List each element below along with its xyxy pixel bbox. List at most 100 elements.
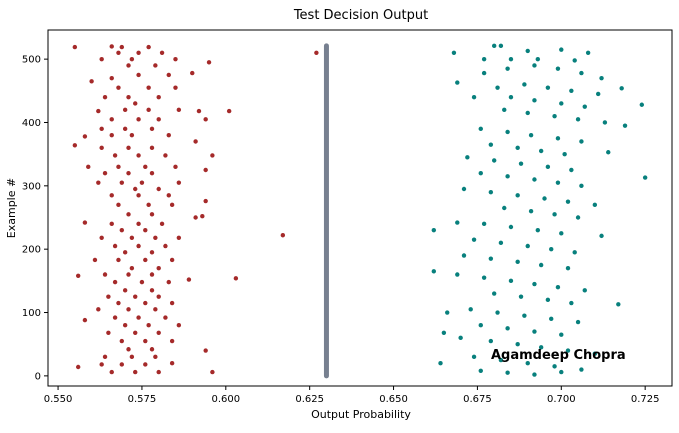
data-point: [532, 98, 537, 103]
data-point: [176, 107, 182, 113]
data-point: [582, 288, 587, 293]
data-point: [498, 357, 504, 363]
data-point: [505, 66, 510, 71]
data-point: [210, 369, 215, 375]
data-point: [438, 360, 443, 366]
data-point: [545, 164, 551, 170]
x-tick-label: 0.725: [631, 394, 660, 405]
data-point: [622, 123, 628, 128]
data-point: [572, 250, 577, 255]
data-point: [532, 329, 537, 334]
data-point: [173, 164, 178, 170]
data-point: [166, 279, 171, 285]
data-point: [153, 307, 158, 312]
x-tick-label: 0.650: [379, 394, 408, 405]
data-point: [75, 273, 81, 278]
data-point: [112, 153, 118, 158]
x-tick-label: 0.625: [295, 394, 324, 405]
data-point: [139, 279, 145, 285]
data-point: [455, 80, 460, 85]
data-point: [102, 272, 108, 277]
data-point: [129, 265, 135, 271]
data-point: [126, 272, 131, 277]
data-point: [572, 58, 577, 63]
data-point: [126, 307, 131, 312]
data-point: [146, 85, 151, 90]
data-point: [535, 227, 541, 233]
data-point: [173, 56, 178, 62]
data-point: [599, 233, 604, 239]
y-axis: 0 100 200 300 400 500: [22, 55, 48, 382]
data-point: [129, 56, 135, 62]
data-point: [502, 205, 507, 211]
data-point: [525, 243, 530, 249]
data-point: [143, 338, 148, 344]
data-point: [559, 47, 564, 52]
x-axis: 0.550 0.575 0.600 0.625 0.650 0.675 0.700 0.725: [44, 386, 660, 405]
y-tick-label: 400: [22, 118, 41, 129]
data-point: [200, 214, 205, 219]
data-point: [431, 269, 437, 274]
data-point: [136, 243, 141, 249]
data-point: [166, 132, 171, 138]
data-point: [196, 108, 202, 114]
data-point: [515, 259, 520, 265]
data-point: [525, 110, 530, 116]
data-point: [569, 88, 574, 94]
data-point: [552, 364, 557, 369]
data-point: [478, 126, 483, 132]
data-point: [122, 322, 128, 328]
data-point: [109, 44, 114, 49]
data-point: [579, 70, 584, 76]
plot-area: [72, 43, 648, 379]
data-point: [96, 108, 101, 114]
data-point: [532, 63, 537, 68]
data-point: [133, 294, 138, 299]
data-point: [136, 72, 141, 78]
data-point: [508, 278, 514, 284]
data-point: [518, 161, 524, 166]
data-point: [116, 164, 121, 170]
data-point: [122, 126, 128, 132]
data-point: [538, 148, 544, 154]
data-point: [535, 56, 541, 62]
data-point: [505, 129, 510, 135]
data-point: [156, 186, 161, 192]
y-tick-label: 300: [22, 181, 41, 192]
data-point: [136, 193, 141, 198]
data-point: [92, 257, 98, 263]
data-point: [136, 221, 141, 227]
data-point: [86, 164, 91, 170]
data-point: [515, 193, 520, 198]
data-point: [455, 220, 460, 225]
data-point: [169, 202, 175, 208]
data-point: [542, 196, 547, 201]
data-point: [619, 86, 624, 91]
data-point: [146, 202, 151, 208]
data-point: [126, 94, 131, 100]
data-point: [565, 199, 571, 204]
data-point: [481, 221, 487, 227]
data-point: [606, 150, 611, 155]
y-tick-label: 100: [22, 308, 41, 319]
data-point: [552, 113, 557, 119]
data-point: [122, 107, 128, 113]
data-point: [206, 60, 212, 65]
data-point: [508, 56, 514, 62]
data-point: [136, 50, 141, 56]
data-point: [565, 348, 571, 353]
data-point: [122, 250, 128, 255]
data-point: [495, 85, 500, 90]
y-axis-label: Example #: [5, 178, 18, 238]
data-point: [518, 294, 524, 299]
data-point: [109, 193, 114, 198]
data-point: [559, 231, 564, 236]
data-point: [149, 126, 155, 132]
data-point: [491, 43, 497, 49]
data-point: [136, 315, 141, 320]
data-point: [116, 85, 121, 90]
data-point: [481, 275, 487, 280]
data-point: [498, 43, 504, 49]
data-point: [538, 345, 544, 350]
data-point: [153, 354, 158, 360]
